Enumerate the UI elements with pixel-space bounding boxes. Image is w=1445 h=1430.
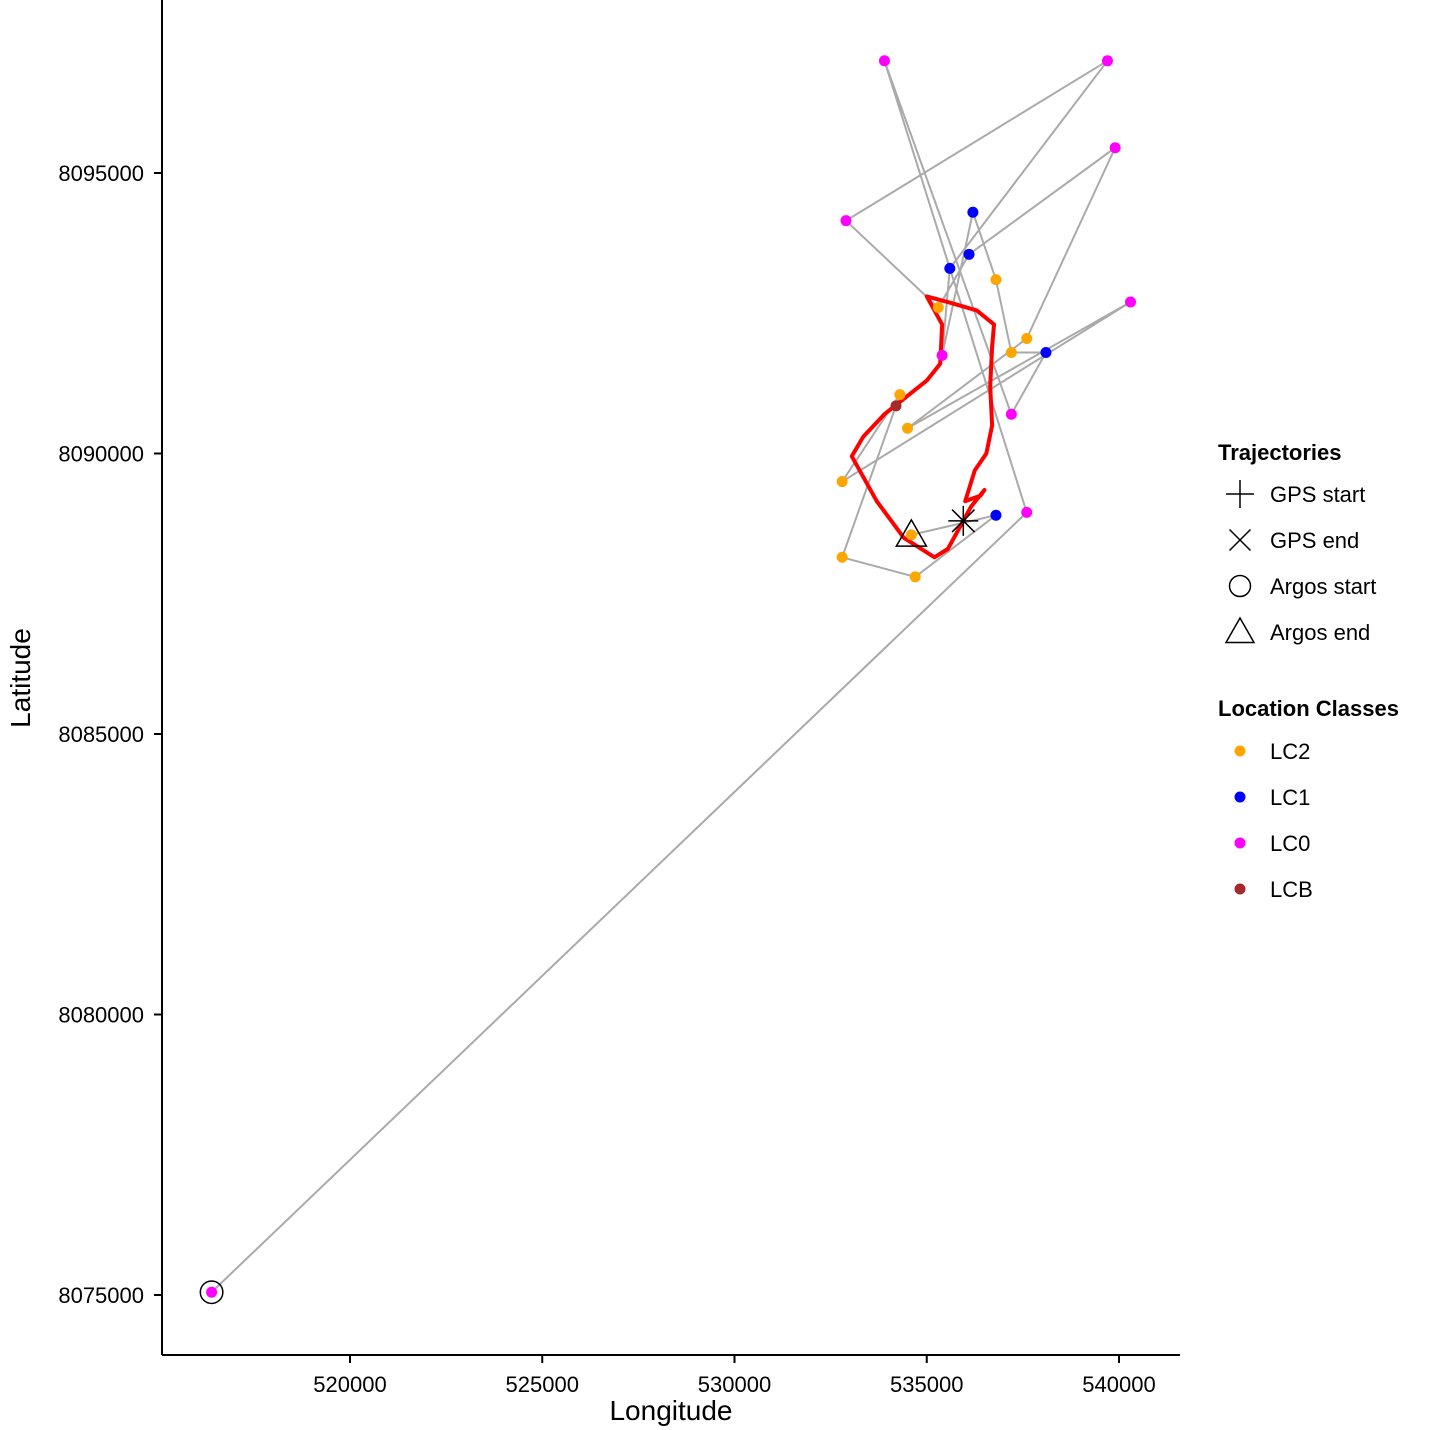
point-lcb: [890, 400, 902, 412]
point-lc2: [909, 571, 921, 583]
point-lc2: [894, 389, 906, 401]
argos-track-line: [210, 59, 1132, 1293]
legend-label: LC1: [1270, 785, 1310, 810]
point-lc0: [1109, 142, 1121, 154]
point-lc2: [990, 274, 1002, 286]
legend-key-lc2: [1234, 745, 1246, 757]
gps-track-layer: [849, 294, 997, 560]
point-lc0: [1125, 296, 1137, 308]
point-lc2: [902, 422, 914, 434]
point-lc0: [878, 55, 890, 67]
point-lc1: [990, 509, 1002, 521]
legend-key-cross-b: [1228, 528, 1252, 552]
point-lc1: [967, 206, 979, 218]
gps-track-line: [849, 294, 997, 560]
point-lc2: [836, 476, 848, 488]
legend-key-lc1: [1234, 791, 1246, 803]
y-tick-label: 8095000: [58, 161, 144, 186]
y-tick-label: 8080000: [58, 1003, 144, 1028]
gps-end-marker: [951, 509, 976, 533]
legend-label: GPS end: [1270, 528, 1359, 553]
legend-key-plus: [1226, 480, 1254, 508]
point-lc0: [840, 215, 852, 227]
legend-key-circle: [1228, 574, 1252, 598]
point-lc1: [1040, 347, 1052, 359]
point-lc0: [1005, 408, 1017, 420]
point-lc2: [1021, 332, 1033, 344]
legend-label: Argos start: [1270, 574, 1376, 599]
argos-start-marker-ring: [199, 1280, 224, 1305]
point-lc1: [963, 248, 975, 260]
point-lc2: [905, 529, 917, 541]
x-tick-label: 520000: [313, 1372, 386, 1397]
y-tick-label: 8090000: [58, 442, 144, 467]
point-lc2: [836, 551, 848, 563]
legend-key-lcb: [1234, 883, 1246, 895]
y-tick-label: 8085000: [58, 722, 144, 747]
legend-label: LC2: [1270, 739, 1310, 764]
x-tick-label: 540000: [1082, 1372, 1155, 1397]
legend-key-cross: [1228, 528, 1252, 552]
point-lc1: [944, 262, 956, 274]
trajectory-markers-layer: [199, 505, 979, 1305]
argos-end-marker: [895, 518, 928, 547]
y-axis-title: Latitude: [5, 628, 36, 728]
x-axis-ticks: 520000 525000 530000 535000 540000: [313, 1355, 1156, 1397]
point-lc0: [1021, 506, 1033, 518]
point-lc2: [1005, 347, 1017, 359]
x-tick-label: 530000: [698, 1372, 771, 1397]
legend-label: GPS start: [1270, 482, 1365, 507]
argos-start-marker: [199, 1280, 224, 1305]
point-lc0: [1101, 55, 1113, 67]
legend-key-triangle: [1224, 616, 1256, 644]
location-points-layer: [206, 55, 1137, 1298]
legend-label: Argos end: [1270, 620, 1370, 645]
legend-title-trajectories: Trajectories: [1218, 440, 1342, 465]
legend-key-triangle-tri: [1224, 616, 1256, 644]
legend: Trajectories GPS start GPS end Argos start A…: [1218, 440, 1399, 902]
point-lc0: [206, 1286, 218, 1298]
y-axis-ticks: 8075000 8080000 8085000 8090000 8095000: [58, 161, 162, 1308]
legend-title-location-classes: Location Classes: [1218, 696, 1399, 721]
x-tick-label: 535000: [890, 1372, 963, 1397]
gps-end-marker-b: [951, 509, 976, 533]
argos-track-layer: [210, 59, 1132, 1293]
x-axis-title: Longitude: [609, 1395, 732, 1426]
legend-label: LCB: [1270, 877, 1313, 902]
point-lc2: [932, 302, 944, 314]
y-tick-label: 8075000: [58, 1283, 144, 1308]
legend-key-circle-ring: [1228, 574, 1252, 598]
legend-label: LC0: [1270, 831, 1310, 856]
argos-end-marker-tri: [895, 518, 928, 547]
point-lc0: [936, 349, 948, 361]
x-tick-label: 525000: [506, 1372, 579, 1397]
legend-key-lc0: [1234, 837, 1246, 849]
